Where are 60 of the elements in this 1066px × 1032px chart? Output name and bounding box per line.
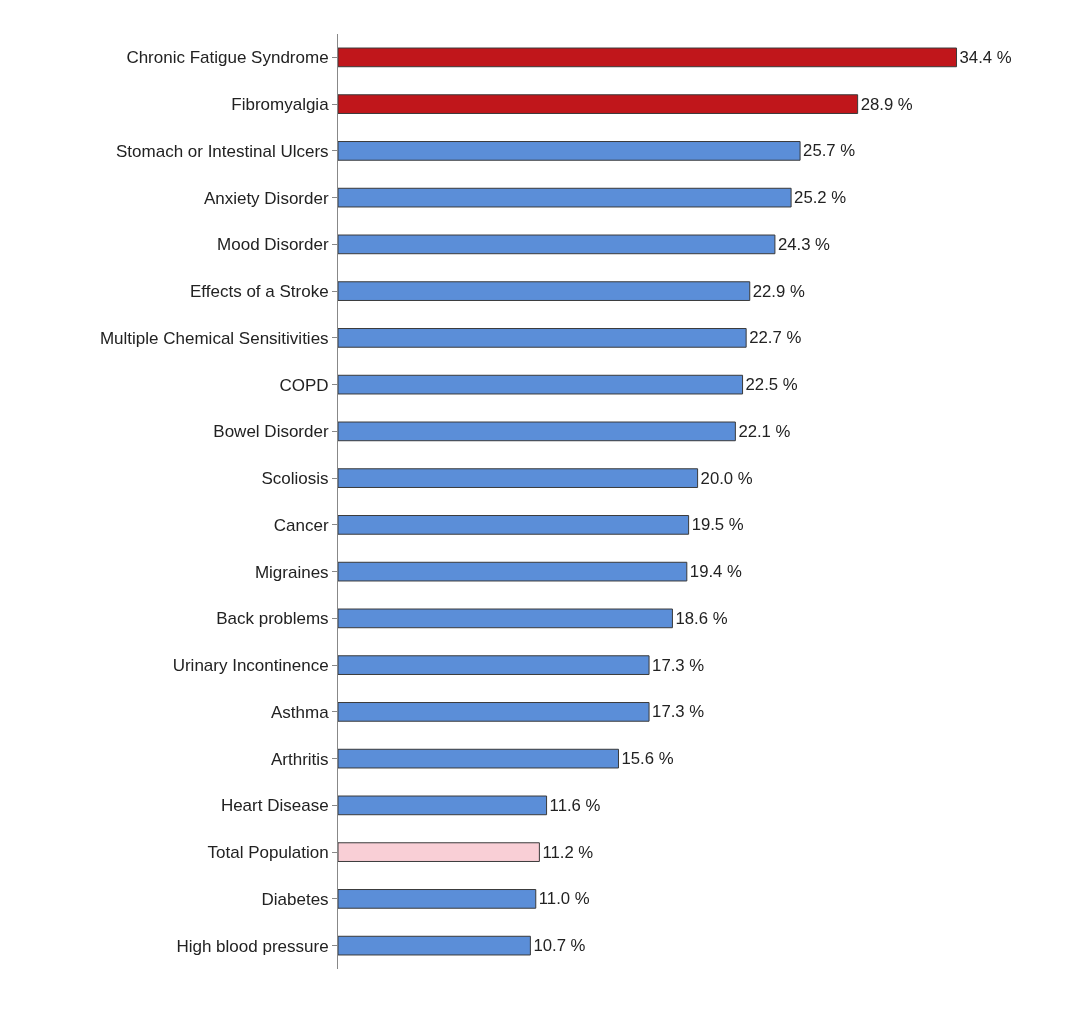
bar <box>338 94 859 114</box>
data-label: 11.6 % <box>549 795 601 815</box>
bar <box>338 187 792 208</box>
bar <box>338 374 744 395</box>
bar <box>338 468 699 488</box>
data-label: 25.2 % <box>794 188 847 208</box>
bar <box>338 234 776 255</box>
data-label: 24.3 % <box>777 234 831 254</box>
y-tick-label: Effects of a Stroke <box>190 282 329 302</box>
y-tick-label: Total Population <box>207 843 329 863</box>
y-tick-label: Mood Disorder <box>217 235 329 255</box>
y-tick-label: Multiple Chemical Sensitivities <box>99 328 329 348</box>
data-label: 20.0 % <box>700 468 753 488</box>
bar <box>338 515 690 535</box>
bar <box>338 328 747 348</box>
bar <box>338 842 540 862</box>
y-tick-label: Migraines <box>254 562 329 582</box>
y-tick-label: Arthritis <box>270 749 329 769</box>
bar <box>338 281 751 301</box>
data-label: 17.3 % <box>652 702 705 722</box>
data-label: 10.7 % <box>533 936 586 956</box>
y-tick-label: Heart Disease <box>220 796 329 816</box>
y-tick-label: Cancer <box>273 515 329 535</box>
y-tick-label: Urinary Incontinence <box>172 656 329 676</box>
bar <box>338 141 801 161</box>
y-tick-label: COPD <box>279 375 329 395</box>
y-tick-label: Back problems <box>216 609 329 629</box>
y-tick-label: Anxiety Disorder <box>203 188 329 208</box>
bar <box>338 655 650 675</box>
bar <box>338 421 736 442</box>
y-tick-label: Bowel Disorder <box>213 422 329 442</box>
data-label: 22.9 % <box>752 281 805 301</box>
data-label: 11.0 % <box>538 889 590 909</box>
y-tick-label: Stomach or Intestinal Ulcers <box>116 141 329 161</box>
bar <box>338 748 619 769</box>
data-label: 11.2 % <box>542 842 594 862</box>
data-label: 34.4 % <box>959 47 1012 67</box>
data-label: 22.7 % <box>749 328 802 348</box>
bar <box>338 702 650 722</box>
data-label: 19.4 % <box>689 562 743 582</box>
bar <box>338 47 958 68</box>
y-tick-label: Diabetes <box>261 889 329 909</box>
data-label: 25.7 % <box>803 141 856 161</box>
data-label: 17.3 % <box>652 655 705 675</box>
data-label: 19.5 % <box>691 515 744 535</box>
y-tick-label: High blood pressure <box>176 936 329 956</box>
bar <box>338 561 688 582</box>
bar <box>338 935 531 956</box>
y-tick-label: Chronic Fatigue Syndrome <box>126 48 329 68</box>
data-label: 18.6 % <box>675 608 728 628</box>
data-label: 22.1 % <box>738 421 791 441</box>
data-label: 15.6 % <box>621 749 674 769</box>
data-label: 28.9 % <box>860 94 913 114</box>
y-tick-label: Fibromyalgia <box>231 95 330 115</box>
bar <box>338 795 548 816</box>
data-label: 22.5 % <box>745 375 798 395</box>
bar <box>338 889 537 909</box>
y-tick-label: Asthma <box>270 702 330 722</box>
bar <box>338 608 673 629</box>
y-tick-label: Scoliosis <box>261 469 329 489</box>
